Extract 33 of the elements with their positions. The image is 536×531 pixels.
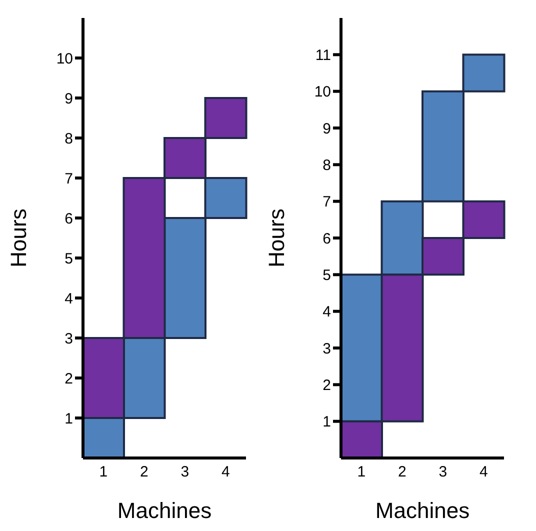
y-tick-label: 5 xyxy=(64,250,73,268)
x-tick-label: 3 xyxy=(180,464,190,481)
y-tick-label: 10 xyxy=(56,50,73,68)
y-tick-label: 3 xyxy=(322,340,331,358)
y-tick-label: 10 xyxy=(314,84,331,101)
y-tick-label: 9 xyxy=(64,90,73,108)
y-tick-label: 4 xyxy=(64,290,73,308)
y-tick-label: 11 xyxy=(315,46,331,64)
y-tick-label: 7 xyxy=(64,170,73,188)
x-tick-label: 2 xyxy=(140,464,148,481)
x-tick-label: 1 xyxy=(357,464,366,481)
y-tick-label: 1 xyxy=(64,410,73,428)
x-axis-title: Machines xyxy=(375,498,470,523)
x-axis-title: Machines xyxy=(117,498,212,523)
y-axis-title: Hours xyxy=(264,208,289,268)
y-tick-label: 6 xyxy=(64,210,73,228)
y-tick-label: 5 xyxy=(322,266,331,284)
y-tick-label: 3 xyxy=(64,330,73,348)
y-tick-label: 8 xyxy=(322,156,331,174)
y-axis-title: Hours xyxy=(6,208,31,268)
y-tick-label: 2 xyxy=(322,376,331,394)
x-tick-label: 2 xyxy=(398,464,406,481)
y-tick-label: 1 xyxy=(322,414,331,431)
x-tick-label: 4 xyxy=(479,464,488,481)
y-tick-label: 7 xyxy=(322,194,331,211)
y-tick-label: 9 xyxy=(322,120,331,138)
y-tick-label: 8 xyxy=(64,130,73,148)
x-tick-label: 4 xyxy=(221,464,230,481)
y-tick-label: 6 xyxy=(322,230,331,248)
y-tick-label: 4 xyxy=(322,304,331,321)
x-tick-label: 1 xyxy=(99,464,108,481)
x-tick-label: 3 xyxy=(438,464,448,481)
y-tick-label: 2 xyxy=(64,370,73,388)
